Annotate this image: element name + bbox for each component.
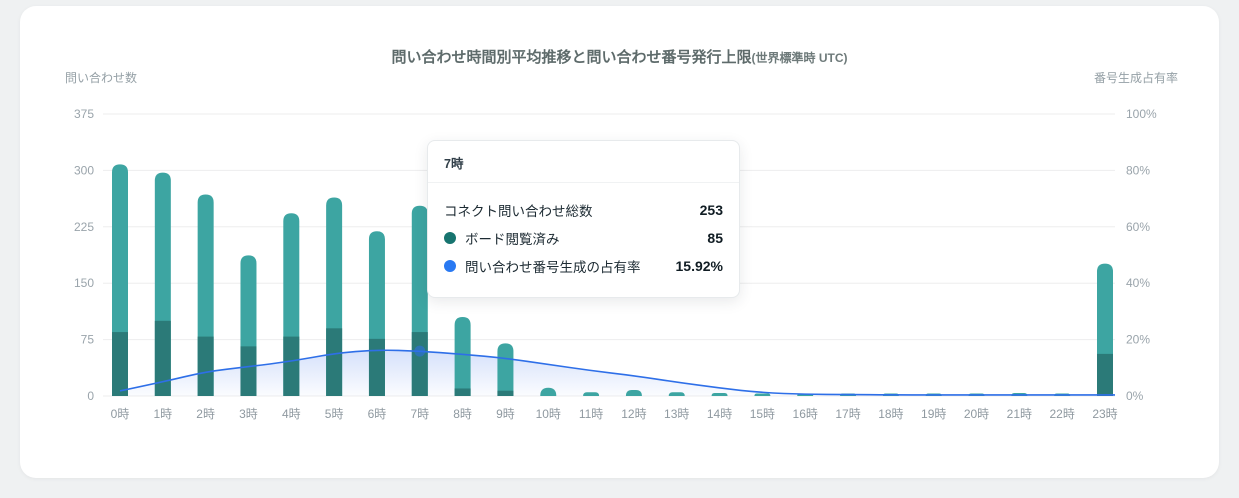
x-axis-hour-label: 23時 [1092, 407, 1117, 421]
x-axis-hour-label: 4時 [282, 407, 301, 421]
total-inquiries-bar[interactable] [668, 392, 685, 396]
right-axis-title: 番号生成占有率 [1093, 71, 1178, 85]
total-inquiries-bar[interactable] [540, 387, 557, 396]
x-axis-hour-label: 3時 [239, 407, 258, 421]
tooltip-board-viewed-label: ボード閲覧済み [465, 232, 560, 247]
board-viewed-bar-segment[interactable] [197, 336, 214, 396]
board-viewed-bar-segment[interactable] [454, 388, 471, 396]
tooltip-board-viewed-value: 85 [707, 230, 723, 246]
tooltip-body: コネクト問い合わせ総数 253 ボード閲覧済み 85 問い合わせ番号生成の占有率… [428, 183, 739, 297]
x-axis-hour-label: 9時 [496, 407, 515, 421]
x-axis-hour-label: 17時 [835, 407, 860, 421]
total-inquiries-bar[interactable] [625, 389, 642, 396]
x-axis-hour-label: 1時 [153, 407, 172, 421]
right-axis-tick: 40% [1126, 276, 1150, 290]
tooltip-total-value: 253 [699, 202, 723, 218]
left-axis-tick: 0 [87, 389, 94, 403]
board-viewed-bar-segment[interactable] [326, 328, 343, 396]
left-axis-tick: 300 [74, 163, 94, 177]
x-axis-hour-label: 21時 [1007, 407, 1032, 421]
x-axis-hour-label: 12時 [621, 407, 646, 421]
tooltip-total-label: コネクト問い合わせ総数 [444, 204, 593, 219]
tooltip-hour-header: 7時 [428, 141, 739, 183]
occupancy-rate-area [120, 350, 1115, 396]
x-axis-hour-label: 16時 [793, 407, 818, 421]
left-axis-tick: 150 [74, 276, 94, 290]
left-axis-title: 問い合わせ数 [65, 71, 138, 85]
chart-card: 問い合わせ時間別平均推移と問い合わせ番号発行上限(世界標準時 UTC) 問い合わ… [20, 6, 1219, 478]
board-viewed-bar-segment[interactable] [411, 332, 428, 396]
x-axis-hour-label: 10時 [536, 407, 561, 421]
x-axis-hour-label: 7時 [410, 407, 429, 421]
x-axis-hour-label: 19時 [921, 407, 946, 421]
total-inquiries-bar[interactable] [754, 393, 771, 397]
board-viewed-bar-segment[interactable] [112, 332, 128, 396]
total-inquiries-bar[interactable] [711, 392, 728, 396]
board-viewed-bar-segment[interactable] [368, 338, 385, 396]
right-axis-tick: 0% [1126, 389, 1144, 403]
board-viewed-bar-segment[interactable] [283, 336, 300, 396]
right-axis-tick: 100% [1126, 107, 1157, 121]
total-inquiries-bar[interactable] [583, 392, 600, 396]
chart-title-suffix: (世界標準時 UTC) [751, 51, 848, 65]
right-axis-tick: 80% [1126, 163, 1150, 177]
left-axis-tick: 375 [74, 107, 94, 121]
occupancy-rate-series-dot-icon [444, 260, 456, 272]
combo-chart-plot[interactable]: 0 0% 75 20% 150 40% 225 60% 300 80% 375 100% 0時 1時 2時 3… [20, 6, 1219, 478]
tooltip-row-total: コネクト問い合わせ総数 253 [444, 200, 723, 220]
tooltip-occupancy-rate-label: 問い合わせ番号生成の占有率 [465, 260, 641, 275]
tooltip-occupancy-rate-value: 15.92% [675, 258, 723, 274]
tooltip-row-board-viewed: ボード閲覧済み 85 [444, 228, 723, 248]
left-axis-tick: 75 [81, 333, 95, 347]
x-axis-hour-label: 20時 [964, 407, 989, 421]
board-viewed-bar-segment[interactable] [497, 390, 514, 396]
x-axis-hour-label: 2時 [196, 407, 215, 421]
total-inquiries-bar[interactable] [454, 317, 471, 396]
x-axis-hour-label: 8時 [453, 407, 472, 421]
board-viewed-bar-segment[interactable] [154, 320, 171, 396]
x-axis-hour-label: 18時 [878, 407, 903, 421]
x-axis-hour-label: 13時 [664, 407, 689, 421]
left-axis-tick: 225 [74, 220, 94, 234]
hovered-point-marker [414, 345, 426, 357]
board-viewed-series-dot-icon [444, 232, 456, 244]
x-axis-hour-label: 11時 [579, 407, 603, 421]
x-axis-hour-label: 22時 [1049, 407, 1074, 421]
x-axis-hour-label: 6時 [368, 407, 387, 421]
x-axis-hour-label: 0時 [111, 407, 130, 421]
chart-tooltip: 7時 コネクト問い合わせ総数 253 ボード閲覧済み 85 問い合わせ番号生成の… [427, 140, 740, 298]
x-axis-hour-label: 5時 [325, 407, 344, 421]
occupancy-rate-line[interactable] [119, 349, 1115, 396]
tooltip-row-occupancy-rate: 問い合わせ番号生成の占有率 15.92% [444, 256, 723, 276]
x-axis-hour-label: 15時 [750, 407, 775, 421]
chart-title: 問い合わせ時間別平均推移と問い合わせ番号発行上限 [391, 49, 752, 66]
board-viewed-bar-segment[interactable] [1097, 353, 1113, 396]
total-inquiries-bar[interactable] [497, 343, 514, 396]
right-axis-tick: 20% [1126, 333, 1150, 347]
board-viewed-bar-segment[interactable] [240, 346, 257, 396]
right-axis-tick: 60% [1126, 220, 1150, 234]
x-axis-hour-label: 14時 [707, 407, 732, 421]
chart-title-wrap: 問い合わせ時間別平均推移と問い合わせ番号発行上限(世界標準時 UTC) [20, 46, 1219, 67]
